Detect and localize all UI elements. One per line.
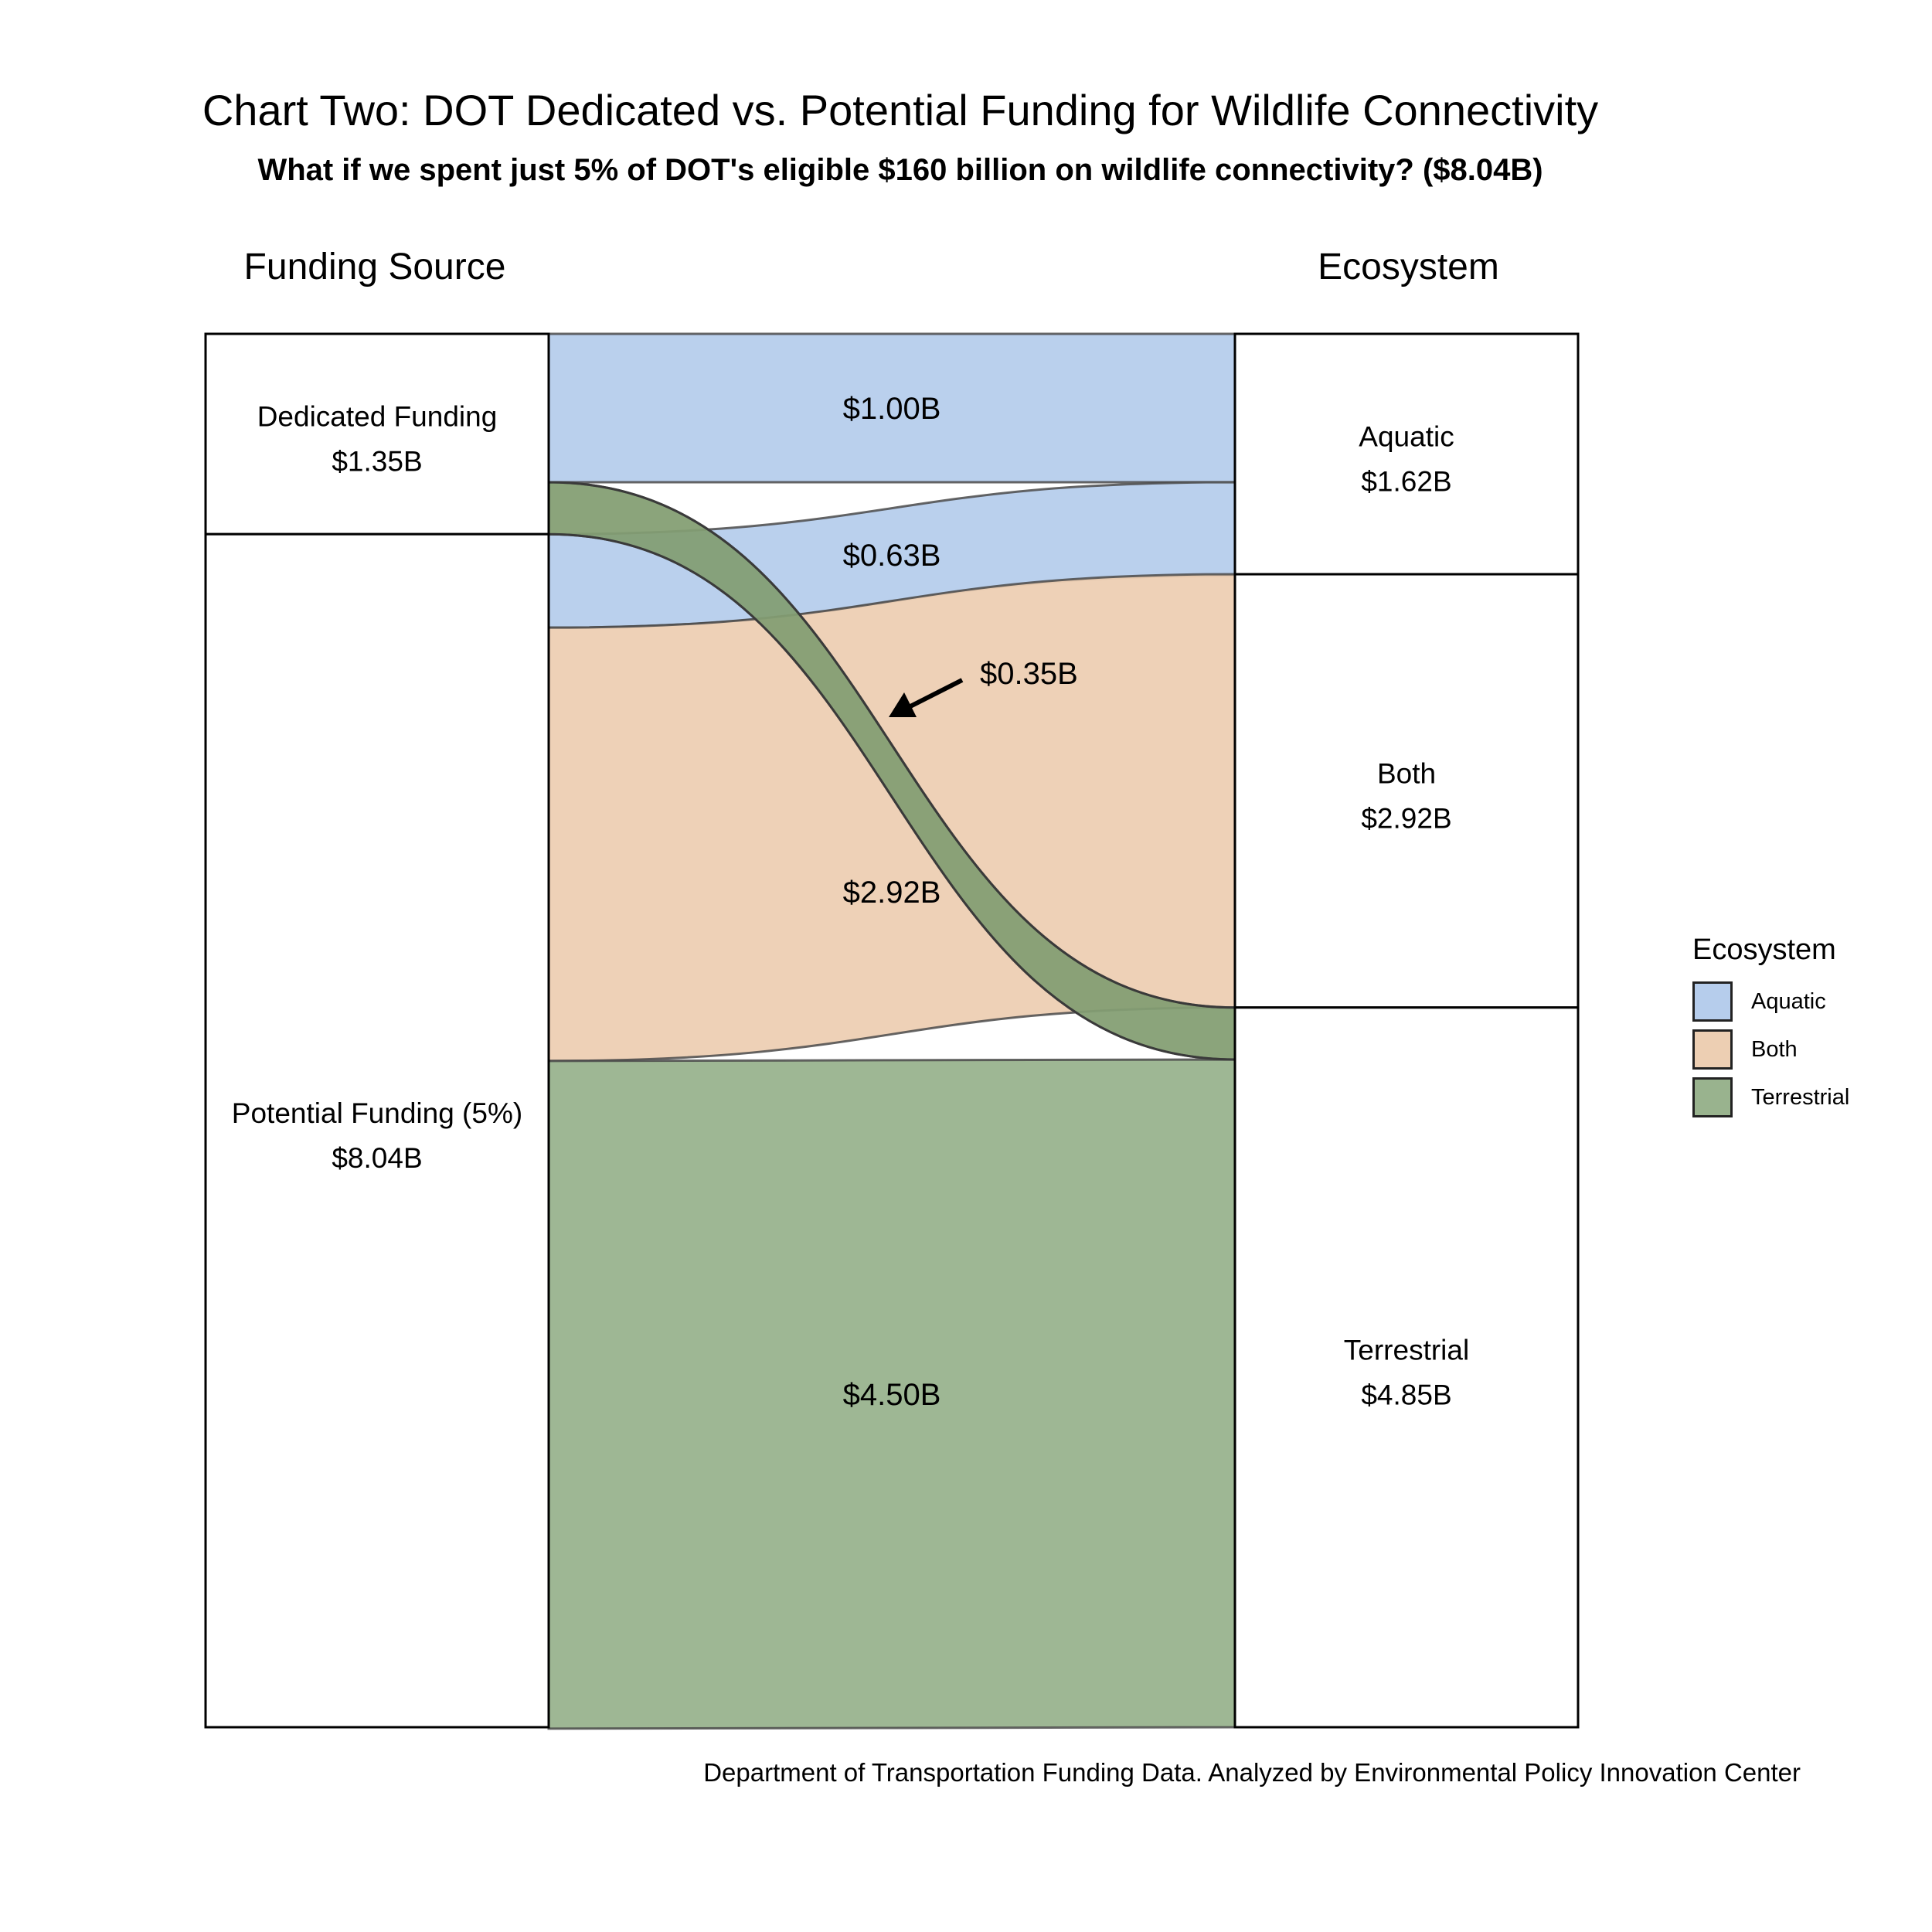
- source-node-potential: [204, 532, 550, 1729]
- caption: Department of Transportation Funding Dat…: [703, 1758, 1801, 1787]
- target-node-both: [1233, 573, 1580, 1009]
- node-label-terrestrial: Terrestrial: [1344, 1334, 1469, 1366]
- node-value-terrestrial: $4.85B: [1361, 1379, 1451, 1410]
- legend-item-aquatic: Aquatic: [1692, 978, 1849, 1026]
- node-value-dedicated: $1.35B: [332, 446, 422, 478]
- legend-item-both: Both: [1692, 1026, 1849, 1073]
- node-value-both: $2.92B: [1361, 802, 1451, 834]
- flow-annotation-arrow: [889, 678, 964, 717]
- node-value-aquatic: $1.62B: [1361, 466, 1451, 498]
- legend-swatch-terrestrial: [1692, 1077, 1733, 1117]
- labels-layer: Dedicated Funding $1.35B Potential Funding…: [232, 392, 1469, 1412]
- chart-title: Chart Two: DOT Dedicated vs. Potential F…: [202, 86, 1599, 134]
- target-node-terrestrial: [1233, 1006, 1580, 1729]
- legend-title: Ecosystem: [1692, 934, 1836, 966]
- flow-label-dedicated-terrestrial: $0.35B: [980, 657, 1078, 691]
- legend-label-terrestrial: Terrestrial: [1751, 1084, 1850, 1110]
- node-label-both: Both: [1377, 757, 1436, 789]
- axis-left-title: Funding Source: [243, 247, 506, 287]
- legend: Ecosystem Aquatic Both Terrestrial: [1692, 934, 1849, 1121]
- node-value-potential: $8.04B: [332, 1142, 422, 1174]
- legend-label-aquatic: Aquatic: [1751, 988, 1826, 1014]
- target-node-aquatic: [1233, 332, 1580, 576]
- flow-label-potential-both: $2.92B: [843, 876, 941, 910]
- legend-swatch-aquatic: [1692, 981, 1733, 1022]
- source-node-dedicated: [204, 332, 550, 536]
- flow-label-potential-aquatic: $0.63B: [843, 539, 941, 573]
- node-label-dedicated: Dedicated Funding: [257, 401, 498, 433]
- flow-potential-both: [547, 573, 1236, 1063]
- legend-label-both: Both: [1751, 1036, 1798, 1062]
- axis-right-title: Ecosystem: [1318, 247, 1499, 287]
- legend-items: Aquatic Both Terrestrial: [1692, 978, 1849, 1121]
- chart-subtitle: What if we spent just 5% of DOT's eligib…: [257, 153, 1543, 187]
- legend-swatch-both: [1692, 1029, 1733, 1070]
- flow-label-potential-terrestrial: $4.50B: [843, 1378, 941, 1412]
- node-label-aquatic: Aquatic: [1359, 421, 1454, 453]
- legend-item-terrestrial: Terrestrial: [1692, 1073, 1849, 1121]
- node-label-potential: Potential Funding (5%): [232, 1097, 522, 1129]
- flow-label-dedicated-aquatic: $1.00B: [843, 392, 941, 426]
- nodes-layer: [204, 332, 1580, 1729]
